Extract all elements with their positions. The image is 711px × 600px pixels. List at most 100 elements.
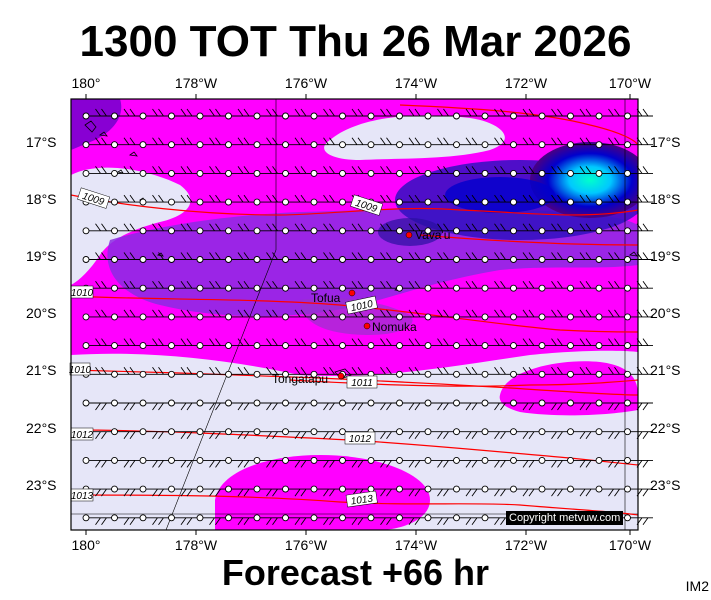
wind-barb [567, 485, 596, 497]
wind-barb [595, 108, 625, 120]
wind-barb [624, 166, 653, 177]
wind-barb [139, 194, 169, 206]
wind-barb [567, 223, 596, 235]
wind-barb [310, 194, 340, 206]
wind-barb [196, 166, 226, 177]
lat-label-left-21s: 21°S [26, 362, 57, 378]
wind-barb [424, 252, 454, 263]
isobar-1010 [70, 295, 639, 333]
wind-barb [253, 309, 283, 321]
wind-barb [111, 399, 140, 411]
wind-barb [168, 166, 197, 177]
frame-ticks [85, 94, 631, 535]
wind-barb [310, 280, 340, 292]
isobar-1009-b [399, 104, 639, 146]
wind-barb [196, 309, 226, 321]
wind-barb [82, 223, 112, 235]
wind-barb [310, 166, 340, 177]
wind-barb [282, 367, 311, 378]
lat-label-right-17s: 17°S [650, 134, 681, 150]
wind-barb [196, 137, 226, 149]
lat-label-left-22s: 22°S [26, 420, 57, 436]
wind-barb [310, 514, 340, 526]
wind-barb [253, 428, 283, 439]
wind-barb [282, 137, 311, 149]
wind-barb [168, 223, 197, 235]
wind-barb [424, 428, 454, 439]
wind-barb [510, 252, 539, 263]
svg-text:1013: 1013 [350, 493, 374, 507]
wind-barb [196, 194, 226, 206]
lat-label-left-23s: 23°S [26, 477, 57, 493]
wind-barb [139, 338, 169, 350]
wind-barb [168, 309, 197, 321]
wind-barb [225, 166, 254, 177]
wind-barb [396, 137, 425, 149]
wind-barb [139, 367, 169, 378]
isobar-label-1012-central: 1012 [344, 431, 376, 445]
wind-barb [424, 338, 454, 350]
wind-barb [396, 485, 425, 497]
wind-barb [510, 367, 539, 378]
wind-barb [139, 399, 169, 411]
wind-barb [168, 108, 197, 120]
wind-barb [538, 485, 568, 497]
wind-barb [424, 223, 454, 235]
wind-barb [168, 367, 197, 378]
wind-barb [595, 252, 625, 263]
wind-barb [339, 280, 368, 292]
wind-barb [396, 252, 425, 263]
lon-label-top-176w: 176°W [284, 75, 328, 91]
wind-barb [538, 428, 568, 439]
wind-barb [510, 309, 539, 321]
wind-barb [396, 309, 425, 321]
wind-barb [111, 367, 140, 378]
wind-barb [339, 338, 368, 350]
wind-barb [111, 280, 140, 292]
place-label-nomuka: Nomuka [372, 320, 417, 334]
wind-barb [253, 399, 283, 411]
wind-barb [225, 194, 254, 206]
wind-barb [196, 428, 226, 439]
lon-label-top-180: 180° [71, 75, 101, 91]
wind-barb [481, 280, 511, 292]
wind-barb [82, 514, 112, 526]
isobar-1013 [70, 494, 639, 516]
wind-barb [225, 309, 254, 321]
wind-barb [139, 108, 169, 120]
wind-barb [538, 367, 568, 378]
wind-barb [367, 399, 397, 411]
wind-barb [396, 456, 425, 468]
wind-barb [339, 456, 368, 468]
wind-barb [82, 456, 112, 468]
wind-barb [567, 252, 596, 263]
wind-barb [310, 108, 340, 120]
rain-very-heavy-core [530, 142, 638, 218]
wind-barb [282, 428, 311, 439]
wind-barb [481, 485, 511, 497]
wind-barb [538, 338, 568, 350]
wind-barb [453, 223, 482, 235]
wind-barb [310, 428, 340, 439]
wind-barb [168, 428, 197, 439]
wind-barb [424, 485, 454, 497]
wind-barb [139, 456, 169, 468]
svg-text:1012: 1012 [71, 430, 94, 441]
svg-text:1011: 1011 [351, 378, 373, 389]
rain-area-southeast [499, 361, 638, 416]
wind-barb [424, 399, 454, 411]
wind-barb [567, 137, 596, 149]
wind-barb [168, 338, 197, 350]
wind-barb [453, 252, 482, 263]
wind-barb [624, 252, 653, 263]
wind-barb [595, 428, 625, 439]
wind-barb [339, 108, 368, 120]
wind-barb [139, 428, 169, 439]
wind-barb [168, 194, 197, 206]
wind-barb [367, 166, 397, 177]
wind-barb [567, 367, 596, 378]
wind-barb [310, 456, 340, 468]
lon-label-bottom-174w: 174°W [394, 537, 438, 553]
wind-barb [82, 399, 112, 411]
